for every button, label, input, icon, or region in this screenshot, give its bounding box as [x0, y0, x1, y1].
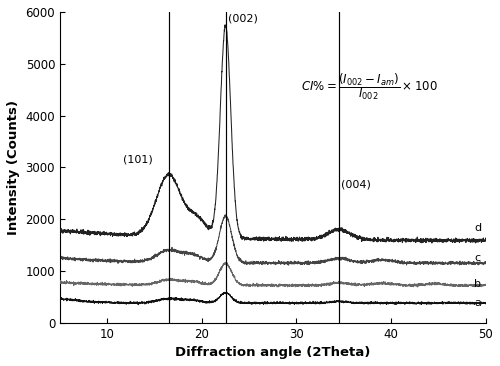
Text: (002): (002)	[228, 13, 258, 23]
Text: a: a	[474, 299, 481, 309]
Text: $\mathit{CI\%} = \dfrac{(\mathit{I}_{002} - \mathit{I}_{am})}{\mathit{I}_{002}} : $\mathit{CI\%} = \dfrac{(\mathit{I}_{002…	[300, 71, 437, 102]
Text: (004): (004)	[341, 179, 371, 189]
Text: b: b	[474, 279, 482, 289]
Text: (101): (101)	[123, 155, 152, 165]
X-axis label: Diffraction angle (2Theta): Diffraction angle (2Theta)	[175, 346, 370, 359]
Y-axis label: Intensity (Counts): Intensity (Counts)	[7, 100, 20, 235]
Text: c: c	[474, 253, 480, 263]
Text: d: d	[474, 223, 482, 234]
